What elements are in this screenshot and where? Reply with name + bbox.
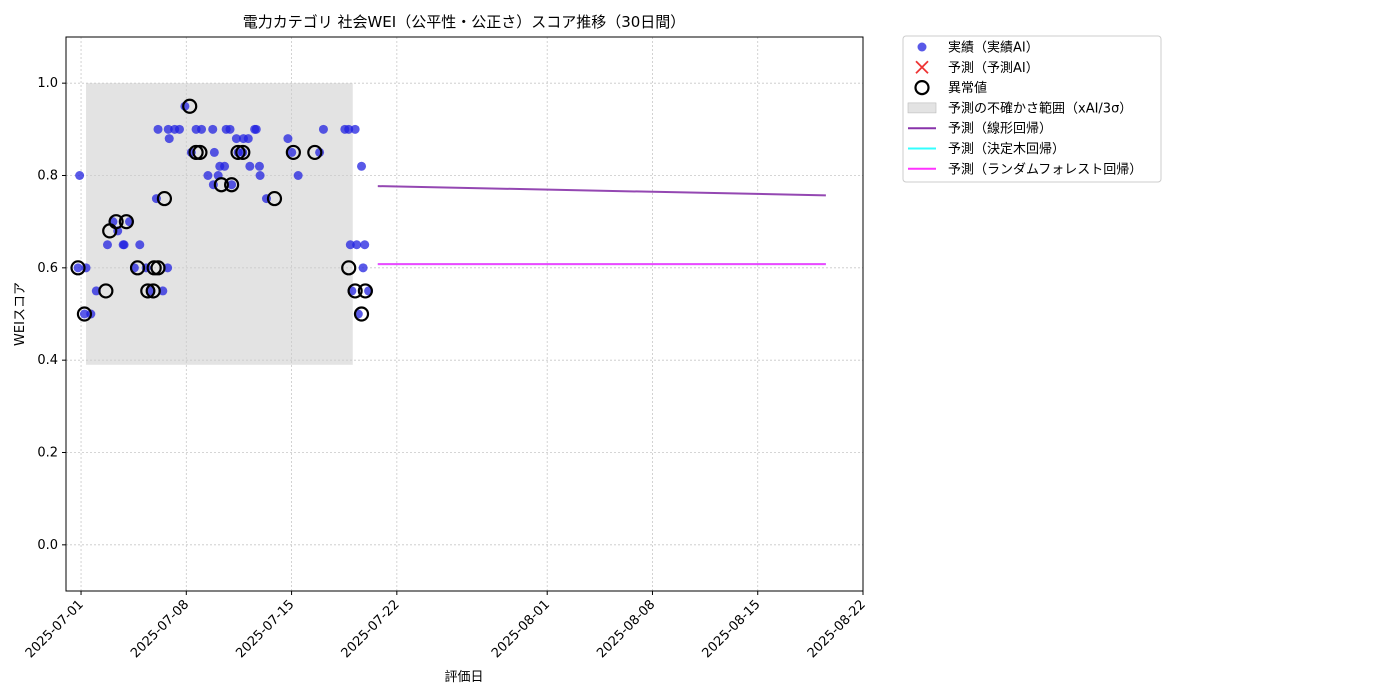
x-tick-label: 2025-07-08: [128, 597, 192, 661]
anomaly-marker: [266, 190, 283, 207]
actual-point: [318, 124, 328, 134]
actual-point: [345, 240, 355, 250]
actual-point: [238, 134, 248, 144]
actual-point: [215, 161, 225, 171]
anomaly-marker: [150, 260, 166, 276]
actual-point: [102, 240, 112, 250]
plot-area: [65, 36, 864, 592]
actual-point: [153, 124, 163, 134]
y-tick-label: 1.0: [37, 76, 58, 91]
y-tick-label: 0.4: [37, 353, 58, 368]
actual-point: [208, 124, 218, 134]
anomaly-marker: [213, 177, 229, 193]
actual-point: [163, 124, 173, 134]
legend-label: 予測（予測AI）: [948, 61, 1039, 76]
x-tick-label: 2025-07-01: [23, 597, 87, 661]
legend-marker-band: [907, 102, 937, 114]
actual-point: [344, 124, 354, 134]
x-axis-title: 評価日: [444, 670, 483, 685]
anomaly-marker: [156, 190, 173, 207]
x-tick-label: 2025-08-01: [489, 597, 553, 661]
anomaly-marker: [224, 177, 240, 193]
legend-marker-actual: [917, 42, 927, 52]
actual-point: [91, 286, 101, 296]
actual-point: [255, 171, 265, 180]
anomaly-marker: [145, 283, 161, 299]
y-tick-label: 0.0: [37, 538, 58, 553]
legend-label: 予測（決定木回帰）: [948, 141, 1065, 157]
anomaly-marker: [140, 283, 156, 299]
anomaly-marker: [70, 260, 86, 276]
actual-point: [352, 240, 362, 250]
legend-box: [902, 35, 1162, 183]
actual-point: [75, 171, 85, 180]
x-tick-label: 2025-07-22: [339, 597, 403, 661]
anomaly-marker: [285, 144, 301, 161]
actual-point: [118, 240, 128, 250]
legend-marker-anomaly: [914, 79, 930, 96]
chart-title: 電力カテゴリ 社会WEI（公平性・公正さ）スコア推移（30日間）: [243, 13, 686, 31]
y-tick-label: 0.2: [37, 446, 58, 461]
actual-point: [227, 180, 237, 190]
legend-label: 実績（実績AI）: [948, 40, 1039, 56]
anomaly-marker: [108, 214, 124, 230]
actual-point: [209, 147, 219, 157]
plot-frame: [65, 36, 864, 592]
y-tick-label: 0.8: [37, 169, 58, 184]
actual-point: [158, 286, 168, 296]
actual-point: [197, 124, 207, 134]
y-tick-label: 0.6: [37, 261, 58, 276]
legend-label: 予測の不確かさ範囲（xAI/3σ）: [948, 100, 1132, 116]
x-tick-label: 2025-08-15: [700, 597, 764, 661]
x-tick-label: 2025-07-15: [233, 597, 297, 661]
actual-point: [251, 124, 261, 134]
actual-point: [287, 147, 297, 157]
anomaly-marker: [182, 98, 198, 114]
actual-point: [245, 161, 255, 171]
anomaly-marker: [357, 283, 373, 299]
anomaly-marker: [76, 306, 93, 322]
anomaly-marker: [98, 283, 114, 299]
actual-point: [293, 171, 303, 180]
actual-point: [170, 124, 180, 134]
anomaly-marker: [347, 283, 363, 299]
x-axis: 2025-07-01 2025-07-08 2025-07-15 2025-07-22…: [23, 591, 869, 661]
anomaly-marker: [235, 144, 251, 161]
x-tick-label: 2025-08-08: [594, 597, 658, 661]
legend-label: 予測（線形回帰）: [948, 121, 1052, 137]
actual-point: [360, 240, 370, 250]
legend-label: 予測（ランダムフォレスト回帰）: [948, 161, 1142, 177]
anomaly-markers: [70, 98, 373, 322]
actual-point: [231, 134, 241, 144]
legend-marker-predicted: [915, 60, 929, 74]
actual-point: [350, 124, 360, 134]
actual-point: [135, 240, 145, 250]
actual-point: [225, 124, 235, 134]
anomaly-marker: [307, 144, 323, 161]
anomaly-marker: [118, 214, 134, 230]
actual-point: [358, 263, 368, 273]
anomaly-marker: [129, 260, 146, 276]
anomaly-marker: [341, 260, 357, 276]
actual-point: [163, 263, 173, 273]
actual-point: [357, 161, 367, 171]
actual-point: [254, 161, 264, 171]
y-axis-title: WEIスコア: [13, 282, 28, 346]
actual-point: [283, 134, 293, 144]
actual-point: [73, 263, 83, 273]
actual-point: [203, 171, 213, 180]
forecast-line: [377, 185, 826, 197]
x-tick-label: 2025-08-22: [805, 597, 869, 661]
y-axis: 0.0 0.2 0.4 0.6 0.8 1.0: [37, 76, 66, 553]
legend-label: 異常値: [948, 80, 987, 96]
forecast-lines: [377, 185, 826, 266]
anomaly-marker: [353, 306, 370, 322]
actual-point: [164, 134, 174, 144]
anomaly-marker: [192, 144, 208, 161]
anomaly-marker: [230, 144, 246, 161]
actual-point: [79, 309, 89, 319]
